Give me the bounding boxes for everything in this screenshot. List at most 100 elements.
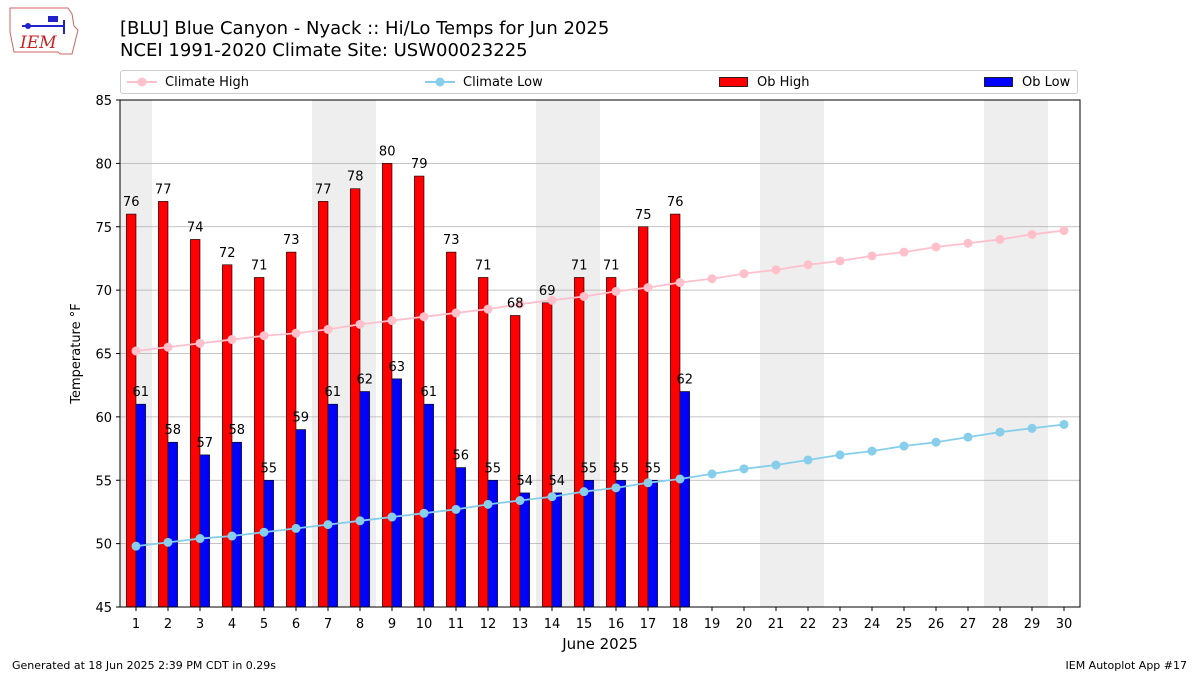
ob-low-bar-12 [487,479,498,608]
ob-high-label-12: 71 [475,258,492,273]
ob-low-label-12: 55 [485,461,502,476]
legend-swatch-climate-low [425,77,455,87]
x-tick-label-17: 17 [640,617,657,632]
ob-high-label-11: 73 [443,233,460,248]
climate-low-point-22 [803,455,813,465]
climate-high-point-8 [355,319,365,329]
ob-high-bar-5 [254,277,265,608]
ob-low-label-14: 54 [549,474,566,489]
legend-label-ob-high: Ob High [757,74,810,90]
x-tick-label-7: 7 [324,617,332,632]
ob-low-bar-2 [167,441,178,608]
ob-low-bar-16 [615,479,626,608]
climate-high-point-1 [131,346,141,356]
ob-high-label-9: 80 [379,144,396,159]
climate-low-point-6 [291,523,301,533]
iem-logo: IEM [8,6,82,62]
ob-high-bar-14 [542,302,553,608]
ob-low-bar-11 [455,467,466,608]
y-tick-label-75: 75 [95,221,112,236]
climate-high-point-10 [419,312,429,322]
y-tick-label-50: 50 [95,538,112,553]
ob-low-bar-13 [519,492,530,608]
ob-low-label-5: 55 [261,461,278,476]
climate-low-point-4 [227,531,237,541]
x-tick-label-6: 6 [292,617,300,632]
climate-high-point-18 [675,278,685,288]
climate-high-point-28 [995,234,1005,244]
climate-low-point-26 [931,437,941,447]
chart-subtitle: NCEI 1991-2020 Climate Site: USW00023225 [120,40,528,61]
ob-low-bar-10 [423,403,434,608]
ob-high-bar-7 [318,201,329,608]
footer-generated: Generated at 18 Jun 2025 2:39 PM CDT in … [12,659,277,672]
ob-high-bar-12 [478,277,489,608]
climate-high-point-13 [515,299,525,309]
ob-low-label-6: 59 [293,411,310,426]
x-tick-label-29: 29 [1024,617,1041,632]
chart-title: [BLU] Blue Canyon - Nyack :: Hi/Lo Temps… [120,18,610,39]
ob-low-bar-7 [327,403,338,608]
x-tick-label-3: 3 [196,617,204,632]
x-tick-label-9: 9 [388,617,396,632]
ob-low-label-17: 55 [645,461,662,476]
x-tick-label-2: 2 [164,617,172,632]
ob-low-bar-6 [295,429,306,608]
ob-high-bar-13 [510,315,521,608]
climate-low-point-19 [707,469,717,479]
x-tick-label-27: 27 [960,617,977,632]
ob-low-label-16: 55 [613,461,630,476]
y-tick-label-60: 60 [95,411,112,426]
ob-low-label-4: 58 [229,423,246,438]
x-tick-label-11: 11 [448,617,465,632]
climate-high-point-23 [835,256,845,266]
legend-item-ob-high: Ob High [719,71,810,93]
ob-low-label-2: 58 [165,423,182,438]
climate-low-point-10 [419,508,429,518]
ob-low-bar-4 [231,441,242,608]
climate-low-point-9 [387,512,397,522]
climate-high-point-27 [963,238,973,248]
climate-low-point-23 [835,450,845,460]
climate-high-point-9 [387,316,397,326]
y-tick-label-55: 55 [95,474,112,489]
climate-low-point-11 [451,504,461,514]
x-tick-label-12: 12 [480,617,497,632]
ob-high-label-7: 77 [315,182,332,197]
ob-low-label-3: 57 [197,436,214,451]
legend-swatch-ob-high [719,77,748,87]
climate-low-point-13 [515,496,525,506]
climate-high-point-7 [323,324,333,334]
climate-low-point-2 [163,537,173,547]
x-tick-label-14: 14 [544,617,561,632]
climate-low-point-3 [195,534,205,544]
x-tick-label-22: 22 [800,617,817,632]
climate-low-point-1 [131,541,141,551]
climate-high-point-5 [259,331,269,341]
ob-high-label-14: 69 [539,284,556,299]
ob-high-label-10: 79 [411,157,428,172]
climate-high-point-25 [899,247,909,257]
ob-low-bar-15 [583,479,594,608]
climate-low-point-18 [675,474,685,484]
ob-high-label-18: 76 [667,195,684,210]
climate-high-point-22 [803,260,813,270]
climate-high-point-20 [739,269,749,279]
ob-low-label-15: 55 [581,461,598,476]
climate-low-point-5 [259,527,269,537]
legend-swatch-climate-high [127,77,157,87]
logo-text: IEM [19,33,57,53]
ob-low-label-13: 54 [517,474,534,489]
climate-high-point-19 [707,274,717,284]
climate-low-point-7 [323,520,333,530]
ob-low-bar-5 [263,479,274,608]
ob-low-bar-9 [391,378,402,608]
climate-low-line [135,423,1065,548]
ob-low-label-11: 56 [453,449,470,464]
x-tick-label-16: 16 [608,617,625,632]
ob-low-bar-18 [679,391,690,608]
ob-high-label-1: 76 [123,195,140,210]
ob-high-bar-16 [606,277,617,608]
ob-high-bar-6 [286,251,297,608]
